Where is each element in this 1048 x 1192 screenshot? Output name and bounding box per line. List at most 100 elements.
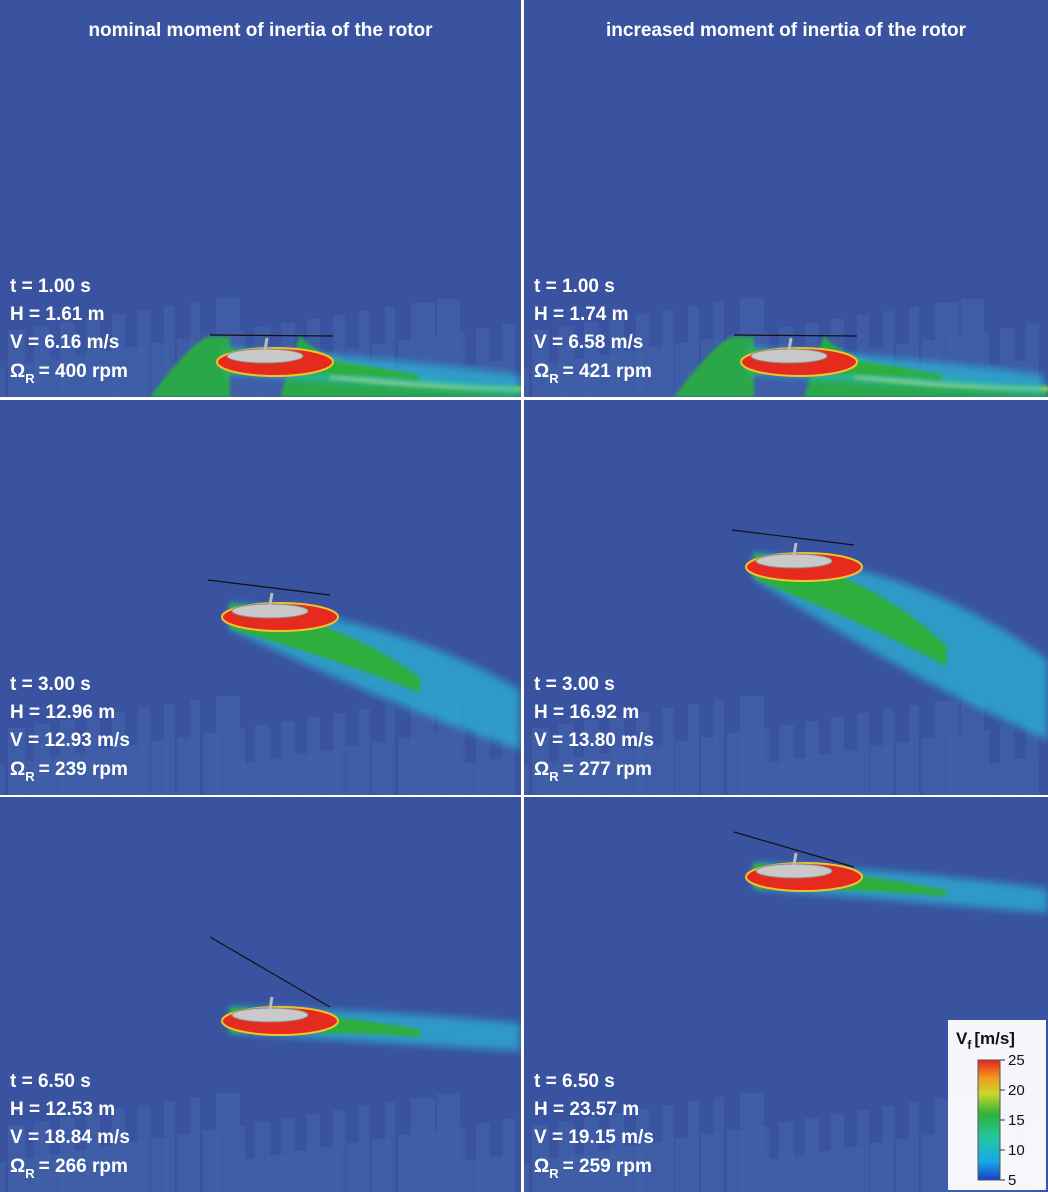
colorbar-tick-label: 25 — [1008, 1052, 1025, 1069]
panel: t = 3.00 sH = 12.96 mV = 12.93 m/sΩR= 23… — [0, 400, 521, 795]
city-building — [0, 1162, 5, 1192]
city-building — [610, 716, 624, 795]
omega-value: = 239 rpm — [39, 759, 128, 780]
fuselage — [232, 604, 308, 618]
panel-label: V = 6.16 m/s — [10, 332, 119, 353]
rotor-mast — [270, 593, 272, 605]
panel-label: t = 3.00 s — [534, 674, 615, 695]
panel-label: H = 12.53 m — [10, 1099, 115, 1120]
colorbar-unit: [m/s] — [974, 1029, 1015, 1048]
city-building — [138, 1105, 150, 1192]
colorbar-tick-label: 5 — [1008, 1172, 1016, 1189]
city-building — [974, 730, 989, 795]
city-building — [281, 1118, 295, 1192]
panel-label: V = 6.58 m/s — [534, 332, 643, 353]
city-building — [359, 709, 370, 795]
omega-subscript: R — [25, 1166, 35, 1181]
omega-subscript: R — [549, 371, 559, 386]
city-building — [190, 1097, 200, 1192]
omega-symbol: Ω — [10, 1156, 25, 1177]
colorbar-tick-label: 10 — [1008, 1142, 1025, 1159]
panel: t = 6.50 s H = 12.53 m V = 18.84 m/s ΩR = 26… — [0, 797, 521, 1192]
city-building — [662, 708, 674, 795]
omega-subscript: R — [549, 769, 559, 784]
panel-label: H = 16.92 m — [534, 702, 639, 723]
fuselage — [227, 349, 303, 363]
fuselage — [232, 1008, 308, 1022]
omega-subscript: R — [549, 1166, 559, 1181]
panel-label: V = 13.80 m/s — [534, 730, 654, 751]
city-building — [164, 704, 175, 795]
colorbar-tick-label: 20 — [1008, 1082, 1025, 1099]
panel-label: V = 18.84 m/s — [10, 1127, 130, 1148]
city-building — [688, 704, 699, 795]
city-building — [857, 1110, 869, 1192]
colorbar-tick-label: 15 — [1008, 1112, 1025, 1129]
city-building — [610, 1113, 624, 1192]
omega-subscript: R — [25, 769, 35, 784]
omega-value: = 421 rpm — [563, 361, 652, 382]
omega-subscript: R — [25, 371, 35, 386]
rotor-mast — [794, 543, 796, 555]
omega-symbol: Ω — [534, 1156, 549, 1177]
panel: t = 1.00 sH = 1.74 mV = 6.58 m/sΩR= 421 … — [519, 0, 1048, 397]
omega-symbol: Ω — [534, 759, 549, 780]
city-building — [0, 765, 5, 795]
panel-label: V = 12.93 m/s — [10, 730, 130, 751]
city-building — [255, 1122, 270, 1192]
city-building — [779, 1122, 794, 1192]
city-building — [385, 705, 395, 795]
city-building — [138, 310, 150, 397]
rotor-mast — [789, 338, 791, 350]
panel-label: H = 1.61 m — [10, 304, 105, 325]
city-building — [636, 1109, 649, 1192]
omega-value: = 400 rpm — [39, 361, 128, 382]
city-building — [450, 1127, 465, 1192]
city-building — [190, 700, 200, 795]
city-building — [307, 717, 320, 795]
column-title: increased moment of inertia of the rotor — [606, 20, 967, 41]
city-building — [0, 367, 5, 397]
city-building — [779, 725, 794, 795]
city-building — [86, 1113, 100, 1192]
omega-symbol: Ω — [10, 361, 25, 382]
city-building — [307, 1114, 320, 1192]
omega-value: = 266 rpm — [39, 1156, 128, 1177]
city-building — [831, 1114, 844, 1192]
panel-label: t = 1.00 s — [10, 276, 91, 297]
city-building — [909, 705, 919, 795]
omega-symbol: Ω — [10, 759, 25, 780]
city-building — [476, 1123, 490, 1192]
city-building — [831, 717, 844, 795]
city-building — [857, 713, 869, 795]
city-building — [662, 310, 674, 397]
city-building — [359, 1106, 370, 1192]
omega-value: = 277 rpm — [563, 759, 652, 780]
panel: t = 3.00 s H = 16.92 m V = 13.80 m/s ΩR = 27… — [519, 400, 1048, 795]
panel-label: t = 6.50 s — [534, 1071, 615, 1092]
panel-label: t = 3.00 s — [10, 674, 91, 695]
fuselage — [751, 349, 827, 363]
colorbar-scale — [978, 1060, 1000, 1180]
city-building — [385, 1102, 395, 1192]
city-building — [714, 700, 724, 795]
rotor-mast — [265, 338, 267, 350]
city-building — [138, 708, 150, 795]
city-building — [883, 709, 894, 795]
panel-label: t = 1.00 s — [534, 276, 615, 297]
panel-label: H = 23.57 m — [534, 1099, 639, 1120]
column-title: nominal moment of inertia of the rotor — [88, 20, 433, 41]
panel-label: t = 6.50 s — [10, 1071, 91, 1092]
city-building — [333, 713, 345, 795]
rotor-mast — [794, 853, 796, 865]
city-building — [255, 725, 270, 795]
city-building — [86, 716, 100, 795]
city-building — [909, 1102, 919, 1192]
figure: t = 1.00 sH = 1.61 mV = 6.16 m/sΩR= 400 … — [0, 0, 1048, 1192]
city-building — [333, 1110, 345, 1192]
city-building — [636, 712, 649, 795]
city-building — [883, 1106, 894, 1192]
fuselage — [756, 554, 832, 568]
colorbar: Vf[m/s]252015105 — [948, 1020, 1046, 1190]
panel-label: H = 1.74 m — [534, 304, 629, 325]
